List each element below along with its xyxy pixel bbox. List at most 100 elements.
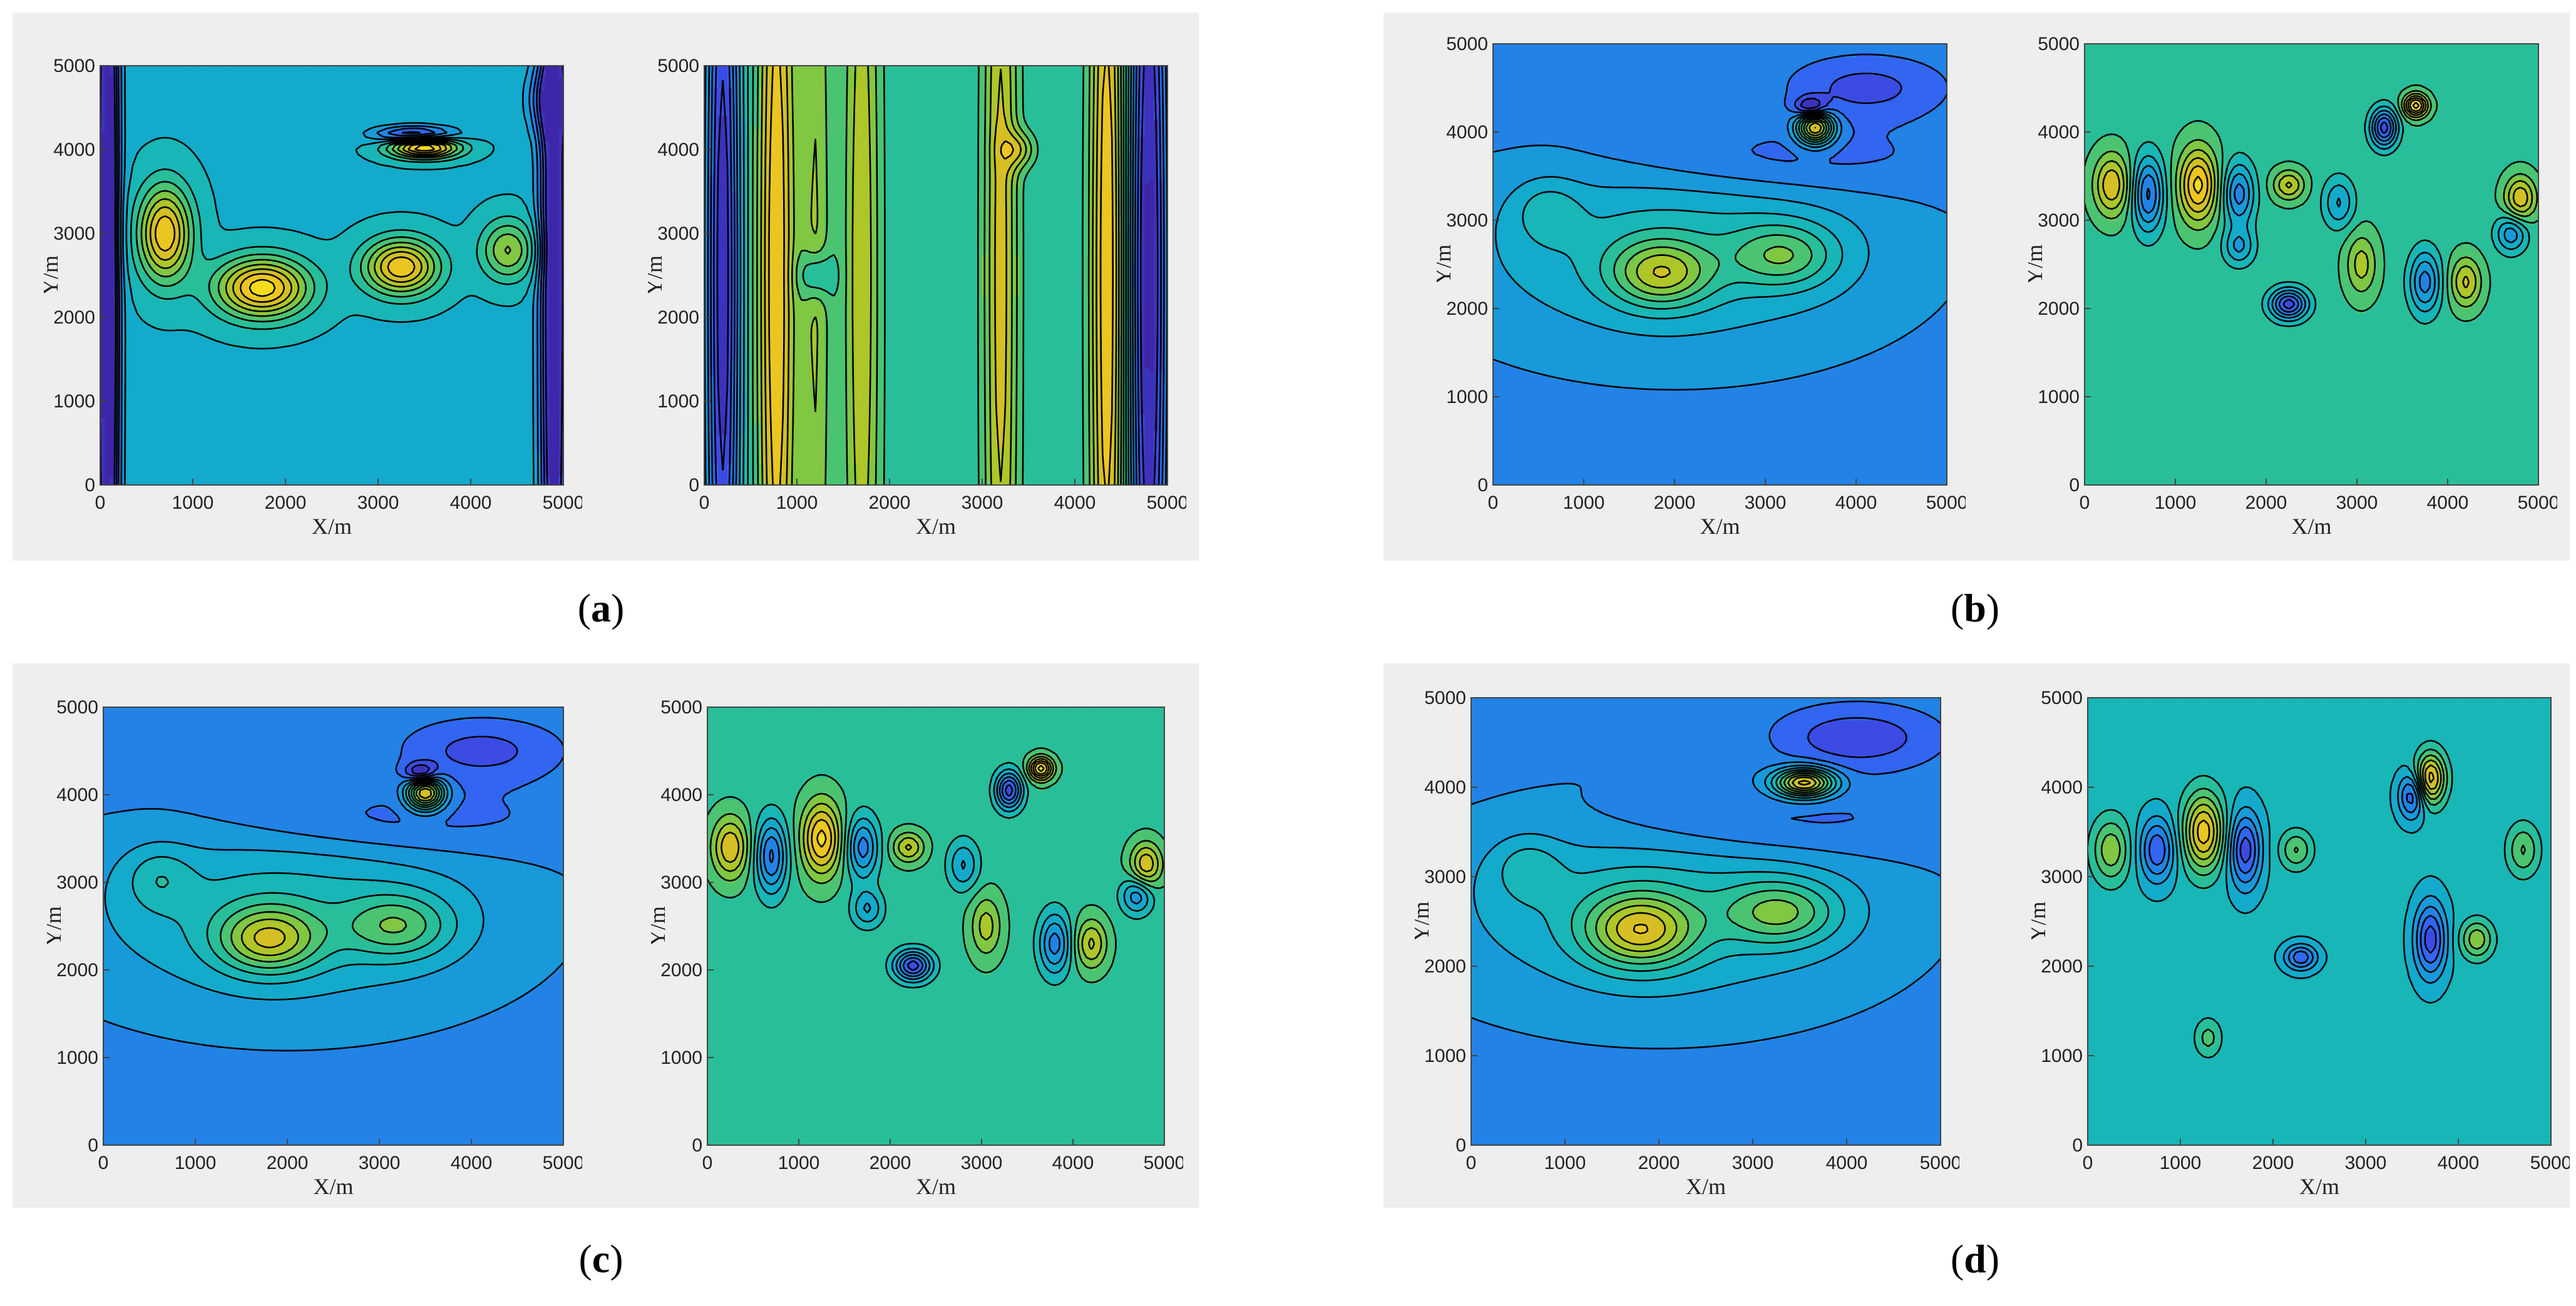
y-tick-label: 2000 <box>1424 956 1466 977</box>
y-tick-label: 2000 <box>660 960 702 981</box>
y-tick-label: 3000 <box>657 223 699 244</box>
x-tick-label: 1000 <box>1563 492 1605 513</box>
contour-plot-a-left: 0 1000 2000 3000 4000 50000100020003000400050… <box>44 53 582 541</box>
y-tick-label: 1000 <box>53 391 95 412</box>
x-tick-label: 0 <box>1488 492 1499 513</box>
contour-plot-b-left: 0 1000 2000 3000 4000 50000100020003000400050… <box>1437 31 1966 541</box>
x-tick-label: 3000 <box>961 1153 1003 1173</box>
x-tick-label: 1000 <box>1544 1153 1586 1173</box>
y-tick-label: 4000 <box>2038 122 2080 143</box>
y-tick-label: 4000 <box>657 140 699 160</box>
y-axis-label: Y/m <box>1437 244 1455 284</box>
x-tick-label: 0 <box>95 492 106 513</box>
x-tick-label: 5000 <box>2518 492 2557 513</box>
y-tick-label: 2000 <box>657 307 699 328</box>
y-tick-label: 3000 <box>2038 210 2080 231</box>
y-tick-label: 3000 <box>53 223 95 244</box>
y-tick-label: 1000 <box>660 1048 702 1068</box>
y-tick-label: 4000 <box>2041 777 2083 798</box>
caption-d: (d) <box>1912 1236 2038 1282</box>
y-tick-label: 3000 <box>2041 867 2083 887</box>
x-tick-label: 5000 <box>1147 492 1186 513</box>
x-axis-label: X/m <box>2291 514 2331 539</box>
y-tick-label: 1000 <box>56 1048 98 1068</box>
y-tick-label: 2000 <box>2041 956 2083 977</box>
x-tick-label: 0 <box>98 1153 109 1173</box>
y-tick-label: 0 <box>689 475 699 496</box>
contour-field-a-right <box>704 66 1168 486</box>
x-tick-label: 2000 <box>2252 1153 2294 1173</box>
x-tick-label: 4000 <box>451 1153 493 1173</box>
caption-a: (a) <box>538 585 664 631</box>
contour-plot-d-left: 0 1000 2000 3000 4000 50000100020003000400050… <box>1415 685 1959 1201</box>
contour-plot-c-right: 0 1000 2000 3000 4000 50000100020003000400050… <box>651 695 1183 1201</box>
x-tick-label: 0 <box>699 492 710 513</box>
y-tick-label: 0 <box>88 1135 98 1156</box>
x-tick-label: 1000 <box>2155 492 2197 513</box>
y-tick-label: 1000 <box>1424 1046 1466 1066</box>
x-tick-label: 1000 <box>172 492 214 513</box>
y-tick-label: 3000 <box>660 872 702 893</box>
x-tick-label: 0 <box>702 1153 713 1173</box>
y-tick-label: 5000 <box>2038 34 2080 54</box>
y-tick-label: 2000 <box>56 960 98 981</box>
y-axis-label: Y/m <box>47 906 66 946</box>
y-tick-label: 3000 <box>1424 867 1466 887</box>
y-tick-label: 0 <box>1477 475 1488 496</box>
y-tick-label: 4000 <box>56 785 98 805</box>
x-tick-label: 0 <box>2080 492 2090 513</box>
x-tick-label: 3000 <box>359 1153 401 1173</box>
y-tick-label: 0 <box>85 475 95 496</box>
x-tick-label: 1000 <box>2160 1153 2202 1173</box>
y-axis-label: Y/m <box>648 255 667 295</box>
x-axis-label: X/m <box>916 1174 956 1199</box>
x-tick-label: 4000 <box>2427 492 2469 513</box>
y-tick-label: 3000 <box>1446 210 1488 231</box>
y-tick-label: 0 <box>1455 1135 1466 1156</box>
y-tick-label: 5000 <box>1424 688 1466 708</box>
x-tick-label: 0 <box>1466 1153 1477 1173</box>
y-tick-label: 4000 <box>660 785 702 805</box>
x-tick-label: 3000 <box>1745 492 1787 513</box>
y-tick-label: 5000 <box>660 697 702 718</box>
y-tick-label: 5000 <box>1446 34 1488 54</box>
x-tick-label: 4000 <box>1826 1153 1868 1173</box>
y-axis-label: Y/m <box>2031 901 2050 941</box>
y-axis-label: Y/m <box>44 255 63 295</box>
x-tick-label: 5000 <box>543 1153 582 1173</box>
x-tick-label: 1000 <box>776 492 818 513</box>
x-tick-label: 5000 <box>1920 1153 1959 1173</box>
x-tick-label: 2000 <box>1638 1153 1680 1173</box>
x-tick-label: 4000 <box>1835 492 1877 513</box>
x-axis-label: X/m <box>1700 514 1740 539</box>
x-axis-label: X/m <box>916 514 956 539</box>
x-axis-label: X/m <box>312 514 352 539</box>
y-axis-label: Y/m <box>2028 244 2047 284</box>
contour-field-b-right <box>2085 44 2539 486</box>
y-tick-label: 4000 <box>53 140 95 160</box>
y-tick-label: 5000 <box>53 56 95 76</box>
y-tick-label: 2000 <box>2038 298 2080 319</box>
caption-b: (b) <box>1912 585 2038 631</box>
contour-plot-d-right: 0 1000 2000 3000 4000 50000100020003000400050… <box>2031 685 2570 1201</box>
x-tick-label: 1000 <box>175 1153 217 1173</box>
y-tick-label: 5000 <box>56 697 98 718</box>
contour-plot-c-left: 0 1000 2000 3000 4000 50000100020003000400050… <box>47 695 582 1201</box>
x-tick-label: 2000 <box>267 1153 309 1173</box>
y-tick-label: 5000 <box>657 56 699 76</box>
y-axis-label: Y/m <box>1415 901 1434 941</box>
y-tick-label: 5000 <box>2041 688 2083 708</box>
y-tick-label: 2000 <box>1446 298 1488 319</box>
x-axis-label: X/m <box>1686 1174 1726 1199</box>
x-tick-label: 3000 <box>357 492 399 513</box>
x-tick-label: 2000 <box>265 492 307 513</box>
y-tick-label: 0 <box>2069 475 2080 496</box>
contour-plot-b-right: 0 1000 2000 3000 4000 50000100020003000400050… <box>2028 31 2557 541</box>
x-tick-label: 5000 <box>2530 1153 2570 1173</box>
x-tick-label: 5000 <box>1144 1153 1183 1173</box>
caption-c: (c) <box>538 1236 664 1282</box>
x-tick-label: 2000 <box>1654 492 1696 513</box>
x-tick-label: 2000 <box>869 492 911 513</box>
x-tick-label: 4000 <box>1054 492 1096 513</box>
x-tick-label: 3000 <box>2345 1153 2387 1173</box>
